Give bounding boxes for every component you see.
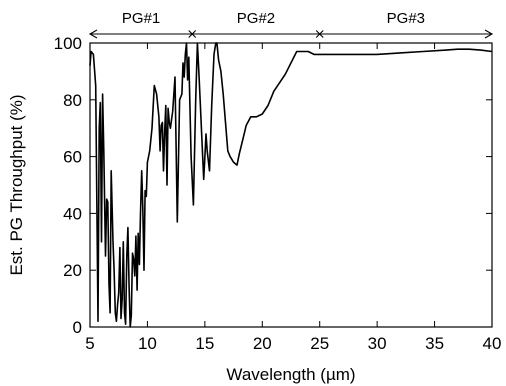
x-tick-label: 35 xyxy=(425,334,444,353)
range-label: PG#2 xyxy=(237,10,275,27)
x-tick-label: 25 xyxy=(310,334,329,353)
y-tick-label: 60 xyxy=(63,148,82,167)
y-tick-label: 80 xyxy=(63,91,82,110)
range-label: PG#1 xyxy=(122,10,160,27)
pg-range-annotations: PG#1 PG#2 PG#3 xyxy=(88,10,494,39)
throughput-series-line xyxy=(89,42,493,328)
y-axis-label: Est. PG Throughput (%) xyxy=(7,94,26,275)
axis-ticks xyxy=(89,42,493,328)
x-axis-label: Wavelength (µm) xyxy=(226,365,355,384)
y-tick-label: 40 xyxy=(63,204,82,223)
y-tick-label: 0 xyxy=(73,318,82,337)
y-tick-label: 20 xyxy=(63,261,82,280)
arrowhead-left xyxy=(88,29,98,39)
y-tick-label: 100 xyxy=(54,34,82,53)
x-tick-label: 5 xyxy=(85,334,94,353)
x-tick-label: 15 xyxy=(195,334,214,353)
x-tick-label: 40 xyxy=(483,334,502,353)
range-label: PG#3 xyxy=(387,10,425,27)
range-boundary-marker xyxy=(315,30,324,38)
arrowhead-right xyxy=(484,29,494,39)
x-tick-label: 20 xyxy=(253,334,272,353)
tick-labels: 5 10 15 20 25 30 35 40 0 20 40 60 80 100 xyxy=(54,34,502,353)
x-tick-label: 10 xyxy=(138,334,157,353)
plot-frame xyxy=(89,42,493,328)
x-tick-label: 30 xyxy=(368,334,387,353)
